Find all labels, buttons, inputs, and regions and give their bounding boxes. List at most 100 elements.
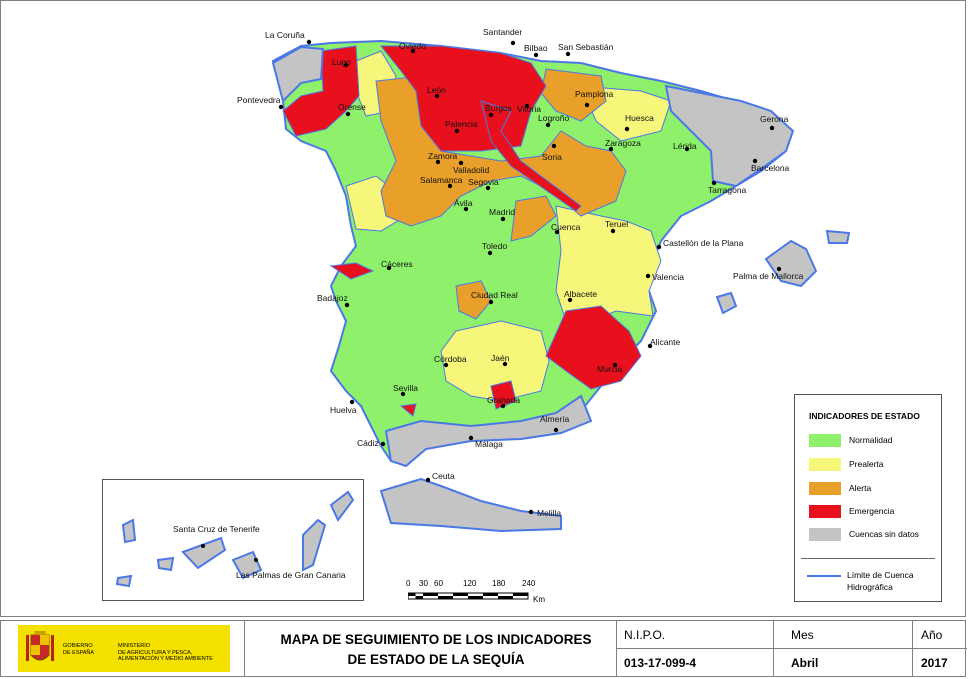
city-marker: Burgos — [485, 103, 512, 118]
region-sin-datos — [379, 477, 562, 533]
city-dot — [769, 125, 775, 131]
legend-swatch — [809, 434, 841, 447]
legend-swatch — [809, 482, 841, 495]
city-marker: Sevilla — [393, 383, 418, 397]
city-dot — [553, 427, 559, 433]
legend-title: INDICADORES DE ESTADO — [809, 411, 920, 421]
city-dot — [711, 180, 717, 186]
city-label: Lérida — [673, 141, 697, 151]
city-label: Badajoz — [317, 293, 348, 303]
city-dot — [567, 297, 573, 303]
city-label: Santander — [483, 27, 522, 37]
mes-value: Abril — [791, 656, 819, 670]
city-dot — [656, 244, 662, 250]
city-label: Almería — [540, 414, 570, 424]
city-dot — [487, 250, 493, 256]
city-dot — [447, 183, 453, 189]
footer-row-divider — [616, 648, 967, 649]
city-dot — [344, 302, 350, 308]
city-dot — [434, 93, 440, 99]
city-dot — [510, 40, 516, 46]
city-marker: Lugo — [332, 57, 351, 68]
region-alerta — [510, 195, 557, 242]
footer-divider — [244, 621, 245, 676]
city-dot — [500, 403, 506, 409]
city-dot — [528, 509, 534, 515]
legend-swatch — [809, 505, 841, 518]
city-marker: Teruel — [605, 219, 628, 234]
city-label: Teruel — [605, 219, 628, 229]
city-dot — [485, 185, 491, 191]
region-emergencia — [399, 403, 417, 417]
region-sin-datos — [271, 45, 325, 103]
island-menorca — [825, 229, 851, 244]
city-marker: Segovia — [468, 177, 499, 191]
canary-inset: Santa Cruz de Tenerife Las Palmas de Gra… — [102, 479, 364, 601]
city-label: León — [427, 85, 446, 95]
city-marker: Cádiz — [357, 438, 386, 448]
city-marker: Barcelona — [751, 158, 790, 173]
legend-boundary-line — [807, 575, 841, 577]
city-dot — [610, 228, 616, 234]
legend-boundary-label: Límite de Cuenca Hidrográfica — [847, 570, 914, 592]
city-label: Cáceres — [381, 259, 413, 269]
city-label: Ciudad Real — [471, 290, 518, 300]
city-label: Pontevedra — [237, 95, 281, 105]
ano-value: 2017 — [921, 656, 948, 670]
city-marker: Melilla — [528, 508, 561, 518]
city-dot — [345, 111, 351, 117]
city-marker: Valencia — [645, 272, 684, 282]
ano-label: Año — [921, 628, 943, 642]
city-marker: Lérida — [673, 141, 697, 152]
city-dot — [533, 52, 539, 58]
city-dot — [554, 229, 560, 235]
canary-islands: Santa Cruz de Tenerife Las Palmas de Gra… — [115, 490, 355, 588]
city-marker: Murcia — [597, 362, 623, 374]
city-label: Gerona — [760, 114, 789, 124]
city-marker: Palma de Mallorca — [733, 266, 804, 281]
city-marker: Logroño — [538, 113, 569, 128]
region-sin-datos — [664, 84, 795, 188]
city-marker: Madrid — [489, 207, 515, 222]
city-dot — [612, 362, 618, 368]
city-marker: Zamora — [428, 151, 458, 165]
city-label: Soria — [542, 152, 562, 162]
city-marker: Albacete — [564, 289, 597, 303]
city-marker: Ávila — [454, 198, 473, 212]
city-marker: Ciudad Real — [471, 290, 518, 305]
city-label: Palencia — [445, 119, 478, 129]
city-dot — [425, 477, 431, 483]
city-label: Sevilla — [393, 383, 418, 393]
region-emergencia — [545, 305, 642, 390]
city-dot — [306, 39, 312, 45]
city-label: Palma de Mallorca — [733, 271, 804, 281]
city-dot — [488, 112, 494, 118]
city-label: Barcelona — [751, 163, 790, 173]
city-marker: León — [427, 85, 446, 99]
map-title: MAPA DE SEGUIMIENTO DE LOS INDICADORES D… — [280, 632, 592, 667]
region-emergencia — [480, 100, 582, 212]
city-label: Córdoba — [434, 354, 467, 364]
city-label: San Sebastián — [558, 42, 614, 52]
city-label: Santa Cruz de Tenerife — [173, 524, 260, 534]
nipo-value: 013-17-099-4 — [624, 656, 697, 670]
city-marker: La Coruña — [265, 30, 312, 45]
city-dot — [752, 158, 758, 164]
city-label: Las Palmas de Gran Canaria — [236, 570, 346, 580]
island-mallorca — [764, 239, 818, 288]
government-logo: GOBIERNO DE ESPAÑA MINISTERIO DE AGRICUL… — [18, 625, 230, 672]
region-emergencia — [490, 380, 517, 410]
city-label: Tarragona — [708, 185, 747, 195]
scale-bar: 0 30 60 120 180 240 Km — [406, 579, 545, 604]
city-marker: Almería — [540, 414, 570, 433]
city-dot — [551, 143, 557, 149]
city-dot — [410, 48, 416, 54]
city-dot — [624, 126, 630, 132]
city-dot — [435, 159, 441, 165]
city-dot — [343, 62, 349, 68]
region-prealerta — [440, 320, 550, 402]
region-sin-datos — [384, 394, 593, 468]
city-label: Segovia — [468, 177, 499, 187]
city-label: Toledo — [482, 241, 507, 251]
mes-label: Mes — [791, 628, 814, 642]
